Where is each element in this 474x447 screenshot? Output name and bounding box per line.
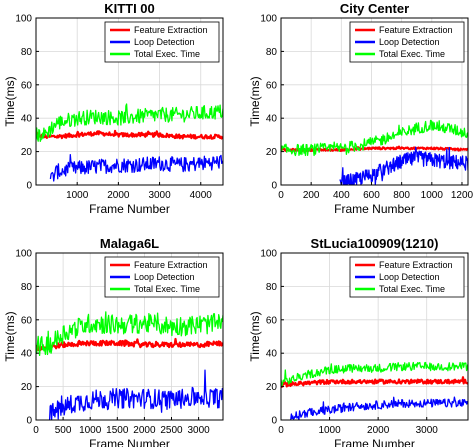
y-axis-label: Time(ms)	[248, 76, 262, 126]
legend-label: Loop Detection	[134, 272, 195, 282]
legend-label: Loop Detection	[379, 37, 440, 47]
y-tick-label: 40	[21, 349, 33, 360]
x-tick-label: 0	[278, 190, 284, 201]
legend-label: Feature Extraction	[379, 25, 453, 35]
legend-label: Feature Extraction	[134, 260, 208, 270]
x-tick-label: 1500	[106, 425, 129, 436]
x-tick-label: 2000	[133, 425, 156, 436]
chart-title: City Center	[340, 1, 409, 16]
y-tick-label: 0	[26, 181, 32, 192]
y-tick-label: 20	[21, 147, 33, 158]
y-tick-label: 80	[21, 47, 33, 58]
legend-label: Total Exec. Time	[379, 49, 445, 59]
x-tick-label: 4000	[190, 190, 213, 201]
axes-box	[35, 252, 224, 421]
y-tick-label: 100	[15, 249, 32, 260]
y-tick-label: 0	[271, 181, 277, 192]
axes-box	[35, 17, 224, 186]
y-tick-label: 60	[21, 315, 33, 326]
series-line-feature	[281, 145, 468, 152]
legend-label: Loop Detection	[134, 37, 195, 47]
y-tick-label: 20	[21, 382, 33, 393]
x-tick-label: 2000	[107, 190, 130, 201]
axes-box	[280, 17, 469, 186]
legend-label: Loop Detection	[379, 272, 440, 282]
series-line-feature	[36, 129, 223, 140]
axes-box	[280, 252, 469, 421]
series-line-feature	[36, 337, 223, 352]
y-tick-label: 40	[266, 114, 278, 125]
series-line-total	[281, 119, 468, 157]
y-tick-label: 60	[266, 80, 278, 91]
x-tick-label: 1000	[318, 425, 341, 436]
x-tick-label: 200	[303, 190, 320, 201]
series-line-loop	[339, 146, 468, 185]
y-tick-label: 40	[21, 114, 33, 125]
y-axis-label: Time(ms)	[248, 311, 262, 361]
x-axis-label: Frame Number	[89, 202, 170, 216]
chart-panel-1: 0 200 400 600 800 1000 1200 0 20 40 60 80 100 City Ce…	[248, 1, 474, 216]
y-tick-label: 20	[266, 382, 278, 393]
y-tick-label: 60	[21, 80, 33, 91]
legend-label: Total Exec. Time	[134, 284, 200, 294]
series-line-total	[36, 311, 223, 357]
x-tick-label: 400	[333, 190, 350, 201]
series-line-total	[281, 361, 468, 387]
y-tick-label: 0	[271, 416, 277, 427]
chart-title: KITTI 00	[104, 1, 155, 16]
series-line-total	[36, 103, 223, 142]
x-tick-label: 2500	[160, 425, 183, 436]
x-tick-label: 800	[393, 190, 410, 201]
chart-panel-2: 0 500 1000 1500 2000 2500 3000 0 20 40 60 80 100 Mala…	[3, 236, 224, 447]
y-tick-label: 20	[266, 147, 278, 158]
x-tick-label: 3000	[148, 190, 171, 201]
series-line-loop	[49, 154, 223, 182]
x-tick-label: 1200	[451, 190, 474, 201]
y-tick-label: 60	[266, 315, 278, 326]
x-tick-label: 3000	[187, 425, 210, 436]
x-tick-label: 1000	[66, 190, 89, 201]
y-tick-label: 80	[21, 282, 33, 293]
legend-label: Total Exec. Time	[134, 49, 200, 59]
legend-label: Feature Extraction	[379, 260, 453, 270]
chart-panel-0: 1000 2000 3000 4000 0 20 40 60 80 100 KITTI 00 Fram…	[3, 1, 224, 216]
y-tick-label: 100	[15, 14, 32, 25]
x-tick-label: 0	[278, 425, 284, 436]
series-line-loop	[48, 369, 223, 420]
y-tick-label: 80	[266, 282, 278, 293]
chart-panel-3: 0 1000 2000 3000 0 20 40 60 80 100 StLucia100909(1…	[248, 236, 469, 447]
x-axis-label: Frame Number	[89, 437, 170, 447]
x-tick-label: 2000	[367, 425, 390, 436]
y-axis-label: Time(ms)	[3, 311, 17, 361]
x-tick-label: 500	[55, 425, 72, 436]
y-tick-label: 40	[266, 349, 278, 360]
x-tick-label: 0	[33, 425, 39, 436]
x-axis-label: Frame Number	[334, 202, 415, 216]
legend-label: Total Exec. Time	[379, 284, 445, 294]
y-tick-label: 0	[26, 416, 32, 427]
x-tick-label: 1000	[421, 190, 444, 201]
legend: Feature Extraction Loop Detection Total Ex…	[349, 256, 465, 298]
x-tick-label: 1000	[79, 425, 102, 436]
legend: Feature Extraction Loop Detection Total Ex…	[349, 21, 465, 63]
legend: Feature Extraction Loop Detection Total Ex…	[104, 256, 220, 298]
chart-title: Malaga6L	[100, 236, 159, 251]
chart-title: StLucia100909(1210)	[311, 236, 439, 251]
legend: Feature Extraction Loop Detection Total Ex…	[104, 21, 220, 63]
y-axis-label: Time(ms)	[3, 76, 17, 126]
x-tick-label: 600	[363, 190, 380, 201]
y-tick-label: 100	[260, 14, 277, 25]
y-tick-label: 80	[266, 47, 278, 58]
series-line-loop	[290, 396, 468, 420]
series-line-feature	[281, 376, 468, 388]
x-tick-label: 3000	[416, 425, 439, 436]
x-axis-label: Frame Number	[334, 437, 415, 447]
legend-label: Feature Extraction	[134, 25, 208, 35]
y-tick-label: 100	[260, 249, 277, 260]
legend-box	[104, 21, 220, 63]
